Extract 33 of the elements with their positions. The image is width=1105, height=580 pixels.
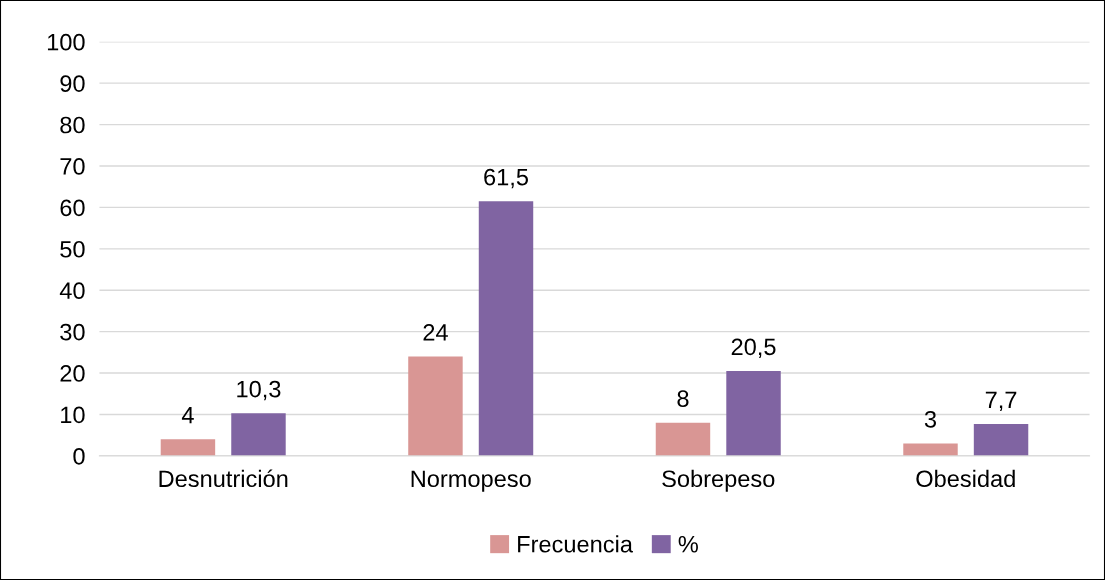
data-label: 20,5 [731, 338, 776, 358]
x-tick-label: Sobrepeso [662, 469, 775, 492]
x-tick-label: Desnutrición [159, 469, 288, 488]
data-label: 4 [181, 407, 194, 424]
data-label: 3 [924, 410, 937, 428]
legend-label: % [678, 535, 698, 553]
y-tick-label: 40 [59, 282, 85, 300]
y-tick-label: 20 [60, 365, 85, 382]
y-tick-label: 90 [60, 75, 85, 92]
bar [726, 370, 781, 456]
y-tick-label: 80 [60, 116, 85, 134]
y-tick-label: 70 [60, 158, 85, 175]
y-tick-label: 30 [60, 323, 85, 341]
bar [655, 422, 711, 456]
bar [408, 356, 463, 456]
y-tick-label: 50 [60, 240, 85, 258]
data-label: 8 [677, 390, 689, 407]
x-tick-label: Normopeso [411, 470, 531, 492]
bar [160, 439, 216, 456]
y-tick-label: 0 [73, 447, 85, 465]
x-tick-label: Obesidad [916, 469, 1015, 488]
data-label: 61,5 [484, 168, 528, 189]
bar [973, 423, 1029, 456]
y-tick-label: 10 [61, 406, 85, 424]
bar [231, 413, 286, 456]
y-tick-label: 100 [47, 33, 85, 51]
bar [903, 443, 958, 456]
legend-label: Frecuencia [518, 535, 633, 553]
data-label: 24 [423, 323, 448, 341]
y-tick-label: 60 [60, 199, 85, 217]
data-label: 10,3 [237, 380, 281, 401]
data-label: 7,7 [985, 391, 1017, 411]
bar [478, 201, 534, 456]
